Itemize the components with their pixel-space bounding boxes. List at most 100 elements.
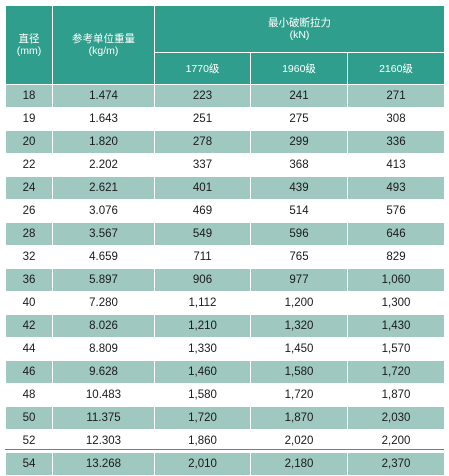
cell-break-1770: 1,860 — [154, 429, 251, 453]
table-row: 22 2.202 337 368 413 — [5, 153, 446, 177]
table-row: 42 8.026 1,210 1,320 1,430 — [5, 314, 446, 338]
table-row: 46 9.628 1,460 1,580 1,720 — [5, 360, 446, 384]
cell-unit-weight: 9.628 — [52, 360, 155, 384]
cell-diameter: 28 — [5, 222, 53, 246]
cell-unit-weight: 13.268 — [52, 452, 155, 476]
header-grade-1960: 1960级 — [250, 52, 348, 85]
cell-diameter: 22 — [5, 153, 53, 177]
cell-break-1960: 439 — [250, 176, 348, 200]
cell-unit-weight: 11.375 — [52, 406, 155, 430]
cell-break-1770: 1,460 — [154, 360, 251, 384]
cell-break-1960: 1,720 — [250, 383, 348, 407]
header-diameter-label: 直径 — [18, 33, 40, 45]
header-min-break-label: 最小破断拉力 — [268, 17, 331, 29]
cell-break-1770: 1,112 — [154, 291, 251, 315]
cell-break-1770: 549 — [154, 222, 251, 246]
cell-diameter: 50 — [5, 406, 53, 430]
table-row: 36 5.897 906 977 1,060 — [5, 268, 446, 292]
table-row: 19 1.643 251 275 308 — [5, 107, 446, 131]
table-row: 24 2.621 401 439 493 — [5, 176, 446, 200]
table-body: 18 1.474 223 241 271 19 1.643 251 275 308 20 1.820 2… — [5, 84, 446, 476]
table-row: 50 11.375 1,720 1,870 2,030 — [5, 406, 446, 430]
cell-break-1770: 401 — [154, 176, 251, 200]
cell-break-1770: 1,210 — [154, 314, 251, 338]
cell-break-1770: 2,010 — [154, 452, 251, 476]
table-row: 54 13.268 2,010 2,180 2,370 — [5, 452, 446, 476]
cell-break-2160: 413 — [346, 153, 446, 177]
cell-unit-weight: 3.567 — [52, 222, 155, 246]
cell-break-1960: 1,450 — [250, 337, 348, 361]
cell-break-1770: 1,580 — [154, 383, 251, 407]
cell-break-2160: 829 — [346, 245, 446, 269]
cell-diameter: 24 — [5, 176, 53, 200]
cell-unit-weight: 5.897 — [52, 268, 155, 292]
cell-unit-weight: 8.026 — [52, 314, 155, 338]
cell-break-1960: 596 — [250, 222, 348, 246]
cell-break-1960: 1,200 — [250, 291, 348, 315]
table-row: 32 4.659 711 765 829 — [5, 245, 446, 269]
cell-break-2160: 1,870 — [346, 383, 446, 407]
header-min-break-force: 最小破断拉力 (kN) — [153, 5, 446, 53]
cell-break-1960: 299 — [250, 130, 348, 154]
cell-diameter: 36 — [5, 268, 53, 292]
table-row: 52 12.303 1,860 2,020 2,200 — [5, 429, 446, 453]
cell-break-1770: 469 — [154, 199, 251, 223]
cell-unit-weight: 10.483 — [52, 383, 155, 407]
cell-unit-weight: 1.820 — [52, 130, 155, 154]
cell-break-2160: 646 — [346, 222, 446, 246]
header-unit-weight-unit: (kg/m) — [88, 45, 119, 57]
cell-break-1770: 337 — [154, 153, 251, 177]
spec-table-container: 直径 (mm) 参考单位重量 (kg/m) 最小破断拉力 (kN) 1770级 … — [5, 5, 446, 476]
cell-diameter: 42 — [5, 314, 53, 338]
cell-unit-weight: 3.076 — [52, 199, 155, 223]
table-row: 44 8.809 1,330 1,450 1,570 — [5, 337, 446, 361]
header-diameter: 直径 (mm) — [5, 5, 53, 85]
cell-unit-weight: 7.280 — [52, 291, 155, 315]
cell-break-2160: 2,370 — [346, 452, 446, 476]
header-diameter-unit: (mm) — [16, 45, 42, 57]
header-grade-2160: 2160级 — [346, 52, 446, 85]
cell-break-1770: 711 — [154, 245, 251, 269]
cell-break-2160: 271 — [346, 84, 446, 108]
cell-break-1960: 765 — [250, 245, 348, 269]
cell-diameter: 20 — [5, 130, 53, 154]
cell-unit-weight: 4.659 — [52, 245, 155, 269]
cell-break-1960: 2,020 — [250, 429, 348, 453]
cell-break-2160: 308 — [346, 107, 446, 131]
header-min-break-unit: (kN) — [289, 29, 310, 41]
cell-break-2160: 1,430 — [346, 314, 446, 338]
cell-break-2160: 1,060 — [346, 268, 446, 292]
cell-diameter: 44 — [5, 337, 53, 361]
cell-break-1960: 2,180 — [250, 452, 348, 476]
header-unit-weight: 参考单位重量 (kg/m) — [52, 5, 155, 85]
wire-rope-spec-table: 直径 (mm) 参考单位重量 (kg/m) 最小破断拉力 (kN) 1770级 … — [5, 5, 446, 476]
cell-break-2160: 1,720 — [346, 360, 446, 384]
cell-diameter: 26 — [5, 199, 53, 223]
cell-break-1960: 275 — [250, 107, 348, 131]
cell-diameter: 52 — [5, 429, 53, 453]
cell-break-1770: 1,330 — [154, 337, 251, 361]
cell-unit-weight: 1.643 — [52, 107, 155, 131]
cell-break-2160: 2,200 — [346, 429, 446, 453]
cell-unit-weight: 8.809 — [52, 337, 155, 361]
cell-break-1960: 514 — [250, 199, 348, 223]
cell-unit-weight: 12.303 — [52, 429, 155, 453]
cell-break-2160: 493 — [346, 176, 446, 200]
cell-break-1960: 368 — [250, 153, 348, 177]
cell-break-1770: 251 — [154, 107, 251, 131]
table-row: 18 1.474 223 241 271 — [5, 84, 446, 108]
cell-diameter: 19 — [5, 107, 53, 131]
table-header: 直径 (mm) 参考单位重量 (kg/m) 最小破断拉力 (kN) 1770级 … — [5, 5, 446, 85]
cell-break-1770: 1,720 — [154, 406, 251, 430]
cell-diameter: 18 — [5, 84, 53, 108]
table-row: 28 3.567 549 596 646 — [5, 222, 446, 246]
cell-diameter: 40 — [5, 291, 53, 315]
cell-unit-weight: 2.621 — [52, 176, 155, 200]
cell-diameter: 32 — [5, 245, 53, 269]
cell-break-1770: 278 — [154, 130, 251, 154]
cell-break-2160: 2,030 — [346, 406, 446, 430]
header-grade-1770: 1770级 — [154, 52, 251, 85]
cell-unit-weight: 1.474 — [52, 84, 155, 108]
cell-break-2160: 576 — [346, 199, 446, 223]
cell-unit-weight: 2.202 — [52, 153, 155, 177]
